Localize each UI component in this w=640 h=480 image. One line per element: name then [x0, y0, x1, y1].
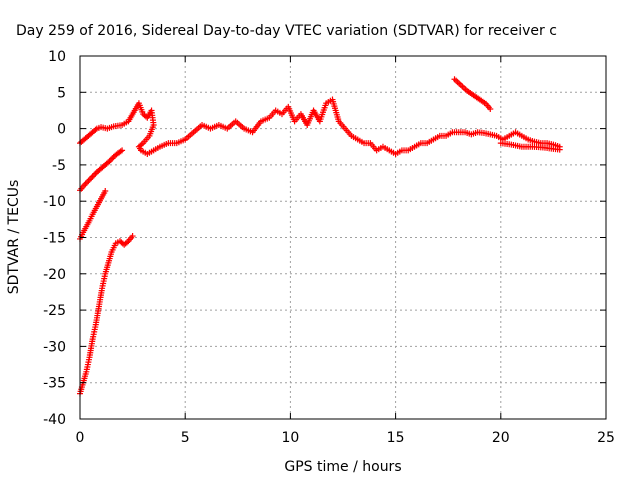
- data-point: [102, 188, 109, 195]
- data-point: [119, 147, 126, 154]
- x-tick-label: 15: [387, 430, 405, 446]
- y-tick-label: -40: [43, 412, 66, 428]
- y-tick-label: 10: [48, 49, 66, 65]
- x-tick-label: 25: [597, 430, 615, 446]
- y-tick-label: -35: [43, 376, 66, 392]
- chart-title: Day 259 of 2016, Sidereal Day-to-day VTE…: [16, 23, 557, 39]
- data-point: [487, 105, 494, 112]
- y-tick-label: -10: [43, 194, 66, 210]
- grid: [80, 56, 606, 419]
- y-ticks: -40 -35 -30 -25 -20 -15 -10 -5 0 5 10: [43, 49, 606, 428]
- y-tick-label: 0: [57, 122, 66, 138]
- y-axis-label: SDTVAR / TECUs: [6, 180, 22, 295]
- data-point: [129, 233, 136, 240]
- series-lower-band: [497, 140, 563, 153]
- data-point: [556, 146, 563, 153]
- y-tick-label: -5: [52, 158, 66, 174]
- y-tick-label: -15: [43, 231, 66, 247]
- series-upper-right-segment: [451, 76, 494, 112]
- x-ticks: 0 5 10 15 20 25: [76, 56, 615, 446]
- data-marks: [77, 76, 563, 397]
- x-tick-label: 5: [181, 430, 190, 446]
- x-tick-label: 0: [76, 430, 85, 446]
- x-tick-label: 20: [492, 430, 510, 446]
- x-axis-label: GPS time / hours: [284, 459, 401, 475]
- y-tick-label: -25: [43, 303, 66, 319]
- y-tick-label: -30: [43, 339, 66, 355]
- x-tick-label: 10: [281, 430, 299, 446]
- y-tick-label: -20: [43, 267, 66, 283]
- y-tick-label: 5: [57, 85, 66, 101]
- series-main-track: [77, 96, 563, 158]
- series-segment-from-minus-36: [77, 233, 136, 397]
- series-segment-from-minus-8: [77, 147, 126, 194]
- series-segment-from-minus-15: [77, 188, 109, 242]
